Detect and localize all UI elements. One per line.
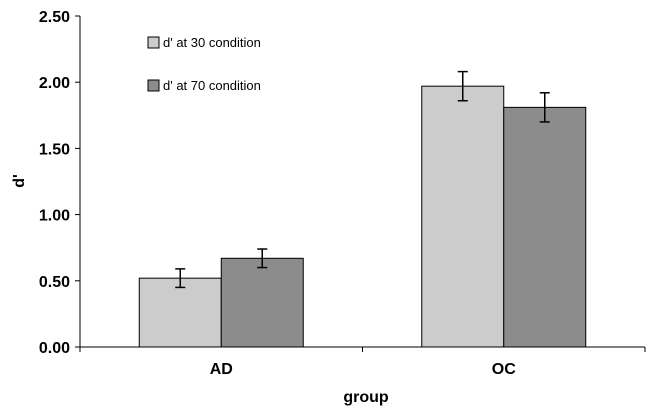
error-bars [175,70,550,289]
bar-ad-series-1 [138,277,222,348]
x-axis-title: group [343,389,389,406]
bar-oc-series-1 [421,85,505,348]
legend-label-series-2: d' at 70 condition [163,78,261,93]
bar-oc-series-2 [503,106,587,348]
tick-labels: 0.00 0.50 1.00 1.50 2.00 2.50 AD OC [39,9,516,378]
y-tick-label: 1.50 [39,141,70,158]
legend-label-series-1: d' at 30 condition [163,35,261,50]
x-tick-label-oc: OC [492,361,516,378]
y-tick-label: 1.00 [39,208,70,225]
legend: d' at 30 condition d' at 70 condition [147,35,261,93]
y-tick-label: 2.50 [39,9,70,26]
y-tick-label: 0.00 [39,340,70,357]
x-tick-label-ad: AD [210,361,233,378]
y-axis-title: d' [11,174,28,188]
y-tick-label: 2.00 [39,75,70,92]
bars [138,85,587,348]
legend-swatch-series-1 [147,36,160,49]
legend-swatch-series-2 [147,79,160,92]
y-tick-label: 0.50 [39,274,70,291]
bar-ad-series-2 [220,257,304,348]
